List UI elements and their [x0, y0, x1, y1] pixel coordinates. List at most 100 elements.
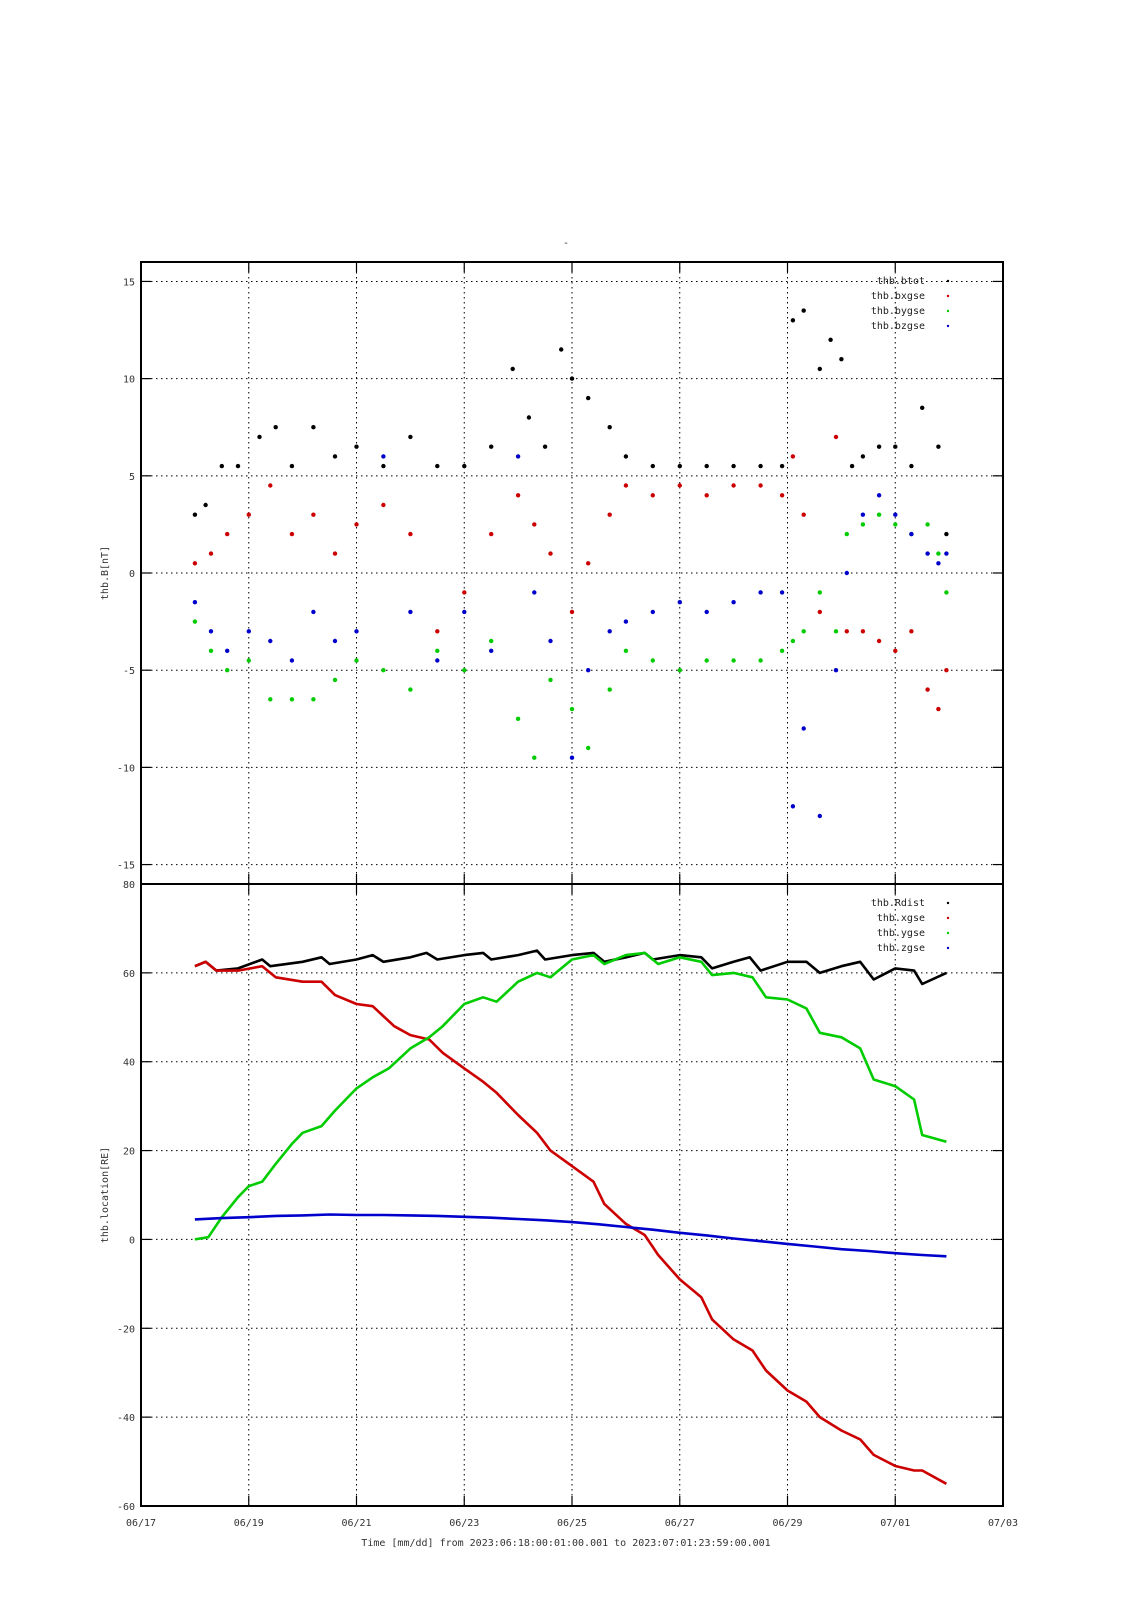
point-thb-bxgse — [677, 483, 682, 488]
point-thb-bxgse — [704, 493, 709, 498]
point-thb-bxgse — [860, 629, 866, 634]
point-thb-bzgse — [607, 629, 612, 634]
point-thb-bygse — [704, 658, 709, 663]
point-thb-bzgse — [354, 629, 359, 634]
y-tick-label: 15 — [123, 277, 135, 288]
point-thb-bzgse — [779, 590, 785, 595]
point-thb-bxgse — [790, 454, 796, 459]
plot-frame — [140, 883, 1004, 1507]
y-tick-label: 60 — [123, 969, 135, 980]
y-tick-label: -40 — [117, 1413, 135, 1424]
point-thb-bxgse — [462, 590, 467, 595]
point-thb-bxgse — [893, 648, 898, 653]
y-tick-label: -10 — [117, 763, 135, 774]
point-thb-btot — [801, 308, 806, 313]
series-group — [194, 949, 948, 1485]
point-thb-bygse — [435, 648, 440, 653]
point-thb-btot — [273, 425, 278, 430]
legend-label: thb.bygse — [871, 306, 925, 317]
point-thb-bygse — [779, 648, 785, 653]
y-tick-label: -60 — [117, 1502, 135, 1513]
point-thb-bygse — [586, 745, 591, 751]
x-axis-label: Time [mm/dd] from 2023:06:18:00:01:00.00… — [361, 1538, 770, 1549]
magnetic-field-panel: 15 10 5 0 -5 -10 -15 thb.B[nT] thb.btot thb.bxgse… — [100, 261, 1004, 885]
point-thb-bxgse — [268, 483, 273, 488]
point-thb-btot — [677, 463, 682, 469]
point-thb-bygse — [817, 590, 822, 595]
point-thb-bzgse — [677, 600, 682, 605]
point-thb-bzgse — [758, 590, 763, 595]
x-axis-ticks: 06/17 06/19 06/21 06/23 06/25 06/27 06/29 07/01… — [126, 1518, 1018, 1529]
point-thb-bygse — [925, 522, 930, 527]
point-thb-bygse — [532, 755, 537, 760]
y-tick-label: 40 — [123, 1058, 135, 1069]
point-thb-bzgse — [650, 609, 655, 615]
point-thb-btot — [758, 463, 763, 469]
point-thb-bzgse — [225, 648, 230, 653]
x-tick-label: 07/01 — [880, 1518, 910, 1529]
legend-label: thb.bzgse — [871, 321, 925, 332]
point-thb-bzgse — [515, 454, 521, 459]
point-thb-btot — [192, 512, 198, 517]
point-thb-bxgse — [925, 687, 930, 692]
point-thb-bxgse — [844, 629, 849, 634]
y-tick-label: -5 — [123, 666, 135, 677]
point-thb-bygse — [607, 687, 612, 692]
point-thb-bzgse — [623, 619, 629, 624]
x-tick-label: 06/21 — [341, 1518, 371, 1529]
legend-label: thb.btot — [877, 276, 925, 287]
point-thb-bzgse — [833, 668, 839, 673]
legend-marker — [946, 279, 950, 283]
point-thb-bxgse — [586, 561, 591, 566]
y-tick-label: 10 — [123, 375, 135, 386]
point-thb-btot — [586, 395, 591, 401]
point-thb-bzgse — [893, 512, 898, 517]
series-line-thb-ygse — [194, 951, 947, 1241]
point-thb-btot — [311, 425, 316, 430]
point-thb-bygse — [332, 677, 338, 683]
y-tick-label: 5 — [129, 472, 135, 483]
point-thb-bxgse — [246, 512, 251, 517]
x-tick-label: 06/29 — [772, 1518, 802, 1529]
location-panel: 80 60 40 20 0 -20 -40 -60 thb.location[RE] thb.Rd… — [100, 880, 1004, 1513]
legend-marker — [946, 309, 950, 313]
point-thb-bygse — [268, 697, 273, 702]
point-thb-bzgse — [876, 493, 882, 498]
point-thb-bxgse — [515, 493, 521, 498]
point-thb-bygse — [833, 629, 839, 634]
point-thb-btot — [607, 425, 612, 430]
point-thb-bygse — [944, 590, 949, 595]
series-line-thb-zgse — [194, 1213, 947, 1258]
point-thb-bxgse — [779, 493, 785, 498]
y-tick-label: -15 — [117, 861, 135, 872]
point-thb-btot — [289, 463, 295, 469]
point-thb-bzgse — [381, 454, 386, 459]
point-thb-btot — [828, 337, 833, 342]
point-thb-bxgse — [569, 609, 575, 615]
point-thb-bxgse — [650, 493, 655, 498]
point-thb-btot — [790, 318, 796, 323]
point-thb-bzgse — [332, 638, 338, 644]
point-thb-bzgse — [408, 609, 413, 615]
legend-marker — [946, 324, 950, 328]
point-thb-bygse — [462, 668, 467, 673]
y-tick-label: 80 — [123, 880, 135, 891]
point-thb-btot — [731, 463, 736, 469]
point-thb-bxgse — [354, 522, 359, 527]
point-thb-bygse — [936, 551, 941, 556]
point-thb-btot — [650, 463, 655, 469]
x-tick-label: 06/25 — [557, 1518, 587, 1529]
point-thb-btot — [849, 463, 855, 469]
point-thb-bygse — [677, 668, 682, 673]
point-thb-btot — [381, 463, 386, 469]
point-thb-bygse — [731, 658, 736, 663]
point-thb-bzgse — [462, 609, 467, 615]
legend-marker — [946, 294, 950, 298]
point-thb-bygse — [311, 697, 316, 702]
x-tick-label: 06/17 — [126, 1518, 156, 1529]
point-thb-bygse — [192, 619, 198, 624]
point-thb-bzgse — [944, 551, 949, 556]
series-line-thb-xgse — [194, 960, 948, 1485]
point-thb-bzgse — [731, 600, 736, 605]
point-thb-bzgse — [192, 600, 198, 605]
